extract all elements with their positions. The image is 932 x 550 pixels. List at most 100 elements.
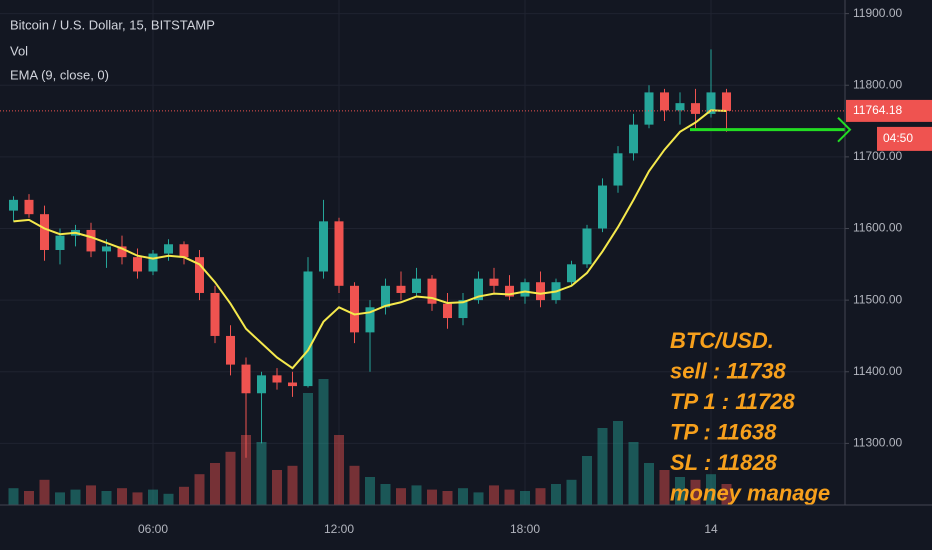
volume-bar (225, 451, 236, 505)
candle-body (505, 285, 514, 297)
candle-body (117, 246, 127, 258)
countdown-box (877, 126, 932, 151)
volume-bar (504, 489, 515, 505)
candle-body (24, 199, 34, 215)
volume-bar (256, 442, 267, 505)
candle-body (272, 375, 282, 383)
candle-body (288, 382, 297, 387)
last-price-label: 11764.18 (853, 103, 902, 117)
volume-bar (39, 479, 50, 505)
candle-body (706, 92, 716, 114)
volume-bar (427, 489, 437, 505)
candle-body (164, 244, 173, 254)
candle-body (210, 292, 220, 336)
last-price-box (846, 99, 932, 122)
candle-body (179, 244, 189, 258)
candle-body (396, 285, 406, 293)
volume-bar (582, 456, 592, 505)
volume-bar (8, 488, 19, 505)
candle-body (102, 246, 111, 252)
candle-body (722, 92, 731, 111)
volume-bar (644, 463, 654, 505)
chart-title: Bitcoin / U.S. Dollar, 15, BITSTAMP (10, 17, 215, 32)
volume-bar (380, 484, 391, 505)
candle-body (195, 257, 204, 293)
volume-bar (101, 491, 112, 505)
candle-body (489, 278, 499, 286)
candle-body (350, 285, 359, 333)
candle-body (257, 375, 266, 394)
volume-bar (303, 393, 313, 505)
volume-bar (535, 488, 546, 505)
candle-body (303, 271, 313, 387)
volume-bar (597, 428, 608, 505)
volume-bar (551, 484, 561, 505)
volume-bar (287, 465, 298, 505)
volume-bar (148, 489, 158, 505)
overlay: BTC/USD. sell : 11738 TP 1 : 11728 TP : 116… (0, 110, 845, 505)
indicator-label: EMA (9, close, 0) (10, 67, 109, 82)
ema-line (13, 109, 727, 370)
volume-bar (442, 491, 453, 505)
volume-bar (334, 435, 344, 505)
volume-bar (613, 421, 623, 505)
candle-body (629, 124, 638, 154)
volume-bar (132, 492, 143, 505)
volume-bar (675, 477, 685, 505)
countdown-label: 04:50 (883, 131, 913, 145)
candle-body (241, 364, 251, 394)
y-tick-label: 11800.00 (853, 77, 902, 91)
volume-bar (659, 470, 670, 505)
volume-bar (566, 479, 577, 505)
volume-bar (721, 484, 732, 505)
candle-body (133, 257, 142, 272)
volume-bar (690, 479, 701, 505)
x-tick-label: 06:00 (138, 522, 168, 536)
x-tick-label: 14 (704, 522, 718, 536)
candle-body (226, 335, 235, 365)
candle-body (660, 92, 669, 111)
volume-bar (520, 491, 530, 505)
volume-bar (241, 435, 251, 505)
volume-bar (272, 470, 282, 505)
y-tick-label: 11500.00 (853, 292, 902, 306)
candle-body (365, 307, 375, 333)
candle-body (598, 185, 607, 229)
candle-body (319, 221, 328, 272)
candle-body (675, 103, 685, 111)
target-arrow (837, 116, 852, 143)
volume-bar (318, 379, 329, 505)
volume-bar (396, 488, 406, 505)
candle-body (474, 278, 483, 301)
x-tick-label: 12:00 (324, 522, 354, 536)
volume (8, 379, 732, 505)
volume-bar (489, 485, 499, 505)
candle-body (520, 282, 530, 297)
volume-bar (55, 492, 65, 505)
candle-body (412, 278, 421, 293)
candle-body (381, 285, 390, 308)
candle-body (427, 278, 437, 304)
candle-body (334, 221, 344, 286)
y-tick-label: 11700.00 (853, 149, 902, 163)
volume-bar (86, 485, 96, 505)
annotation: TP : 11638 (670, 419, 777, 444)
candle-body (582, 228, 592, 265)
candle-body (567, 264, 576, 283)
candle-body (55, 235, 65, 250)
candle-body (691, 103, 700, 114)
annotation: TP 1 : 11728 (670, 389, 796, 414)
volume-bar (163, 493, 174, 505)
volume-bar (194, 474, 205, 505)
candle-body (443, 303, 452, 319)
candle-body (148, 253, 158, 272)
candle-body (40, 214, 49, 250)
volume-bar (349, 465, 360, 505)
candle-body (9, 199, 18, 211)
volume-bar (179, 486, 189, 505)
volume-bar (70, 489, 81, 505)
y-tick-label: 11600.00 (853, 221, 902, 235)
volume-bar (473, 492, 484, 505)
y-tick-label: 11300.00 (853, 436, 902, 450)
